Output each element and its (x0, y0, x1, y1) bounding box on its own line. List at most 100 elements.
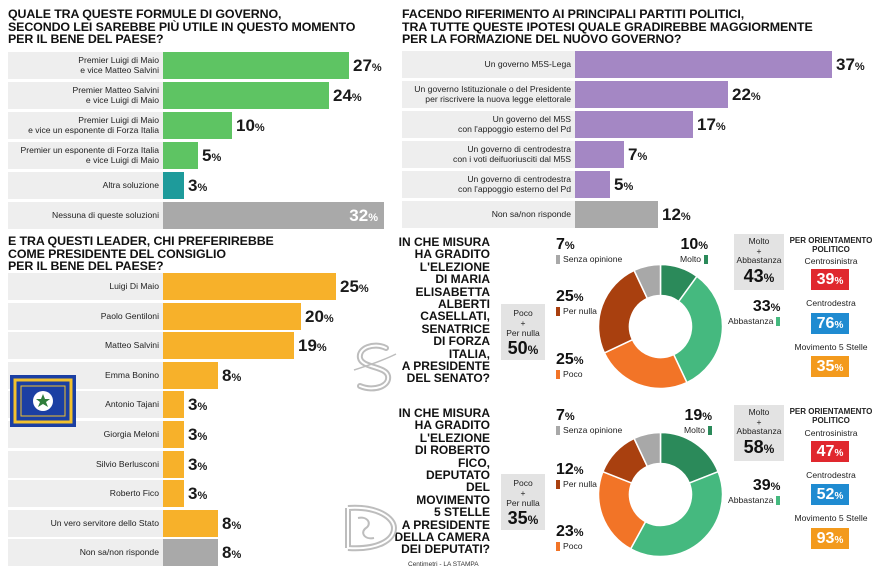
bar-row-background (8, 332, 163, 359)
bar-row-background (402, 51, 575, 78)
donut1-label-poco: 25% Poco (556, 351, 584, 379)
donut2-molto-name: Molto (684, 425, 706, 435)
donut1-poco-pernulla-box: Poco + Per nulla 50% (501, 304, 545, 360)
bar-value-label: 24% (333, 86, 362, 105)
donut1-orient-badge-m5s: 35% (811, 356, 849, 377)
donut2-question: IN CHE MISURA HA GRADITO L'ELEZIONE DI R… (394, 406, 490, 557)
bar-category-label: Luigi Di Maio (109, 280, 159, 291)
panel3-title-line: COME PRESIDENTE DEL CONSIGLIO (8, 246, 226, 261)
bar (163, 112, 232, 139)
bar-row: Un vero servitore dello Stato 8% (8, 510, 463, 537)
bar-value-label: 3% (188, 425, 208, 444)
camera-emblem-icon (345, 504, 398, 552)
bar-category-label: Matteo Salvini (105, 339, 159, 350)
bar-value-label: 22% (732, 85, 761, 104)
donut1-molto-abbastanza-label: Molto + Abbastanza (736, 236, 782, 265)
bar (163, 52, 349, 79)
senate-emblem-icon (353, 342, 397, 392)
donut1-senza-opinione-name: Senza opinione (563, 254, 623, 264)
donut2-orient-value: 93 (816, 530, 835, 547)
bar (575, 201, 658, 228)
donut2-orient-value: 47 (816, 443, 835, 460)
bar (163, 172, 184, 199)
donut1-orient-value: 35 (816, 358, 835, 375)
bar-row: Matteo Salvini 19% (8, 332, 463, 359)
bar-value-label: 7% (628, 145, 648, 164)
bar-category-label: Non sa/non risponde (491, 208, 571, 219)
donut2-molto-abbastanza-label: Molto + Abbastanza (736, 407, 782, 436)
bar-category-label: Altra soluzione (102, 179, 159, 190)
swatch-senza-opinione (556, 254, 560, 264)
panel1-title-line: PER IL BENE DEL PAESE? (8, 32, 164, 47)
bar-value-label: 27% (353, 56, 382, 75)
bar-value-label: 3% (188, 176, 208, 195)
donut1-orient-value: 76 (816, 315, 835, 332)
swatch-per-nulla (556, 306, 560, 316)
bar-category-label: Un governo M5S-Lega (484, 58, 571, 69)
donut-slice-abbastanza (672, 275, 724, 384)
donut-casellati (597, 263, 724, 390)
bar-row-background (8, 52, 163, 79)
donut2-molto-value: 19 (684, 407, 703, 424)
bar-row-background (8, 303, 163, 330)
donut1-poco-pernulla-value: 50% (507, 338, 539, 358)
donut2-label-abbastanza: 39% Abbastanza (728, 477, 781, 505)
bar-row: Nessuna di queste soluzioni 32% (8, 202, 463, 229)
donut2-poco-pernulla-number: 35 (507, 508, 528, 528)
donut1-orient-badge-centrosinistra: 39% (811, 269, 849, 290)
donut2-molto-abbastanza-number: 58 (743, 436, 764, 457)
bar (163, 142, 198, 169)
swatch-abbastanza (776, 316, 781, 326)
donut1-molto-abbastanza-number: 43 (743, 265, 764, 286)
panel2-title: FACENDO RIFERIMENTO AI PRINCIPALI PARTIT… (402, 8, 813, 46)
panel1-title-line: SECONDO LEI SAREBBE PIÙ UTILE IN QUESTO … (8, 19, 356, 34)
donut2-senza-opinione-name: Senza opinione (563, 425, 623, 435)
bar-row: Paolo Gentiloni 20% (8, 303, 463, 330)
bar-row: Un governo M5S-Lega 37% (402, 51, 875, 78)
donut2-orient-badge-centrodestra: 52% (811, 484, 849, 505)
bar-row: Un governo Istituzionale o del President… (402, 81, 875, 108)
bar-row: Un governo di centrodestra con l'appoggi… (402, 171, 875, 198)
bar-row: Altra soluzione 3% (8, 172, 463, 199)
donut1-poco-pernulla-label: Poco + Per nulla (506, 308, 540, 338)
presidential-flag-icon (10, 375, 76, 427)
donut2-abbastanza-value: 39 (752, 477, 771, 494)
bar (163, 362, 218, 389)
bar-row-background (8, 82, 163, 109)
swatch-molto (708, 425, 713, 435)
bar-row-background (8, 142, 163, 169)
bar-row-background (8, 510, 163, 537)
donut1-abbastanza-name: Abbastanza (728, 316, 774, 326)
panel2-title-line: FACENDO RIFERIMENTO AI PRINCIPALI PARTIT… (402, 7, 745, 21)
donut1-senza-opinione-value: 7 (556, 236, 565, 253)
donut1-molto-value: 10 (680, 236, 699, 253)
bar-category-label: Non sa/non risponde (79, 546, 159, 557)
bar (163, 480, 184, 507)
donut2-senza-opinione-value: 7 (556, 407, 565, 424)
bar (163, 539, 218, 566)
bar-value-label: 17% (697, 115, 726, 134)
donut2-orient-name: Centrosinistra (804, 428, 858, 438)
bar-row: Silvio Berlusconi 3% (8, 451, 463, 478)
bar-category-label: Paolo Gentiloni (100, 310, 159, 321)
donut2-label-per-nulla: 12% Per nulla (556, 461, 597, 489)
bar (163, 332, 294, 359)
bar-category-label: Un governo di centrodestra con l'appoggi… (458, 173, 571, 194)
donut2-orient-name: Movimento 5 Stelle (794, 513, 868, 523)
bar-value-label: 3% (188, 484, 208, 503)
bar (163, 273, 336, 300)
bar-value-label: 25% (340, 277, 369, 296)
donut2-orientamento-title: PER ORIENTAMENTO POLITICO (789, 407, 873, 425)
bar-value-label: 8% (222, 543, 242, 562)
bar-value-label: 3% (188, 395, 208, 414)
donut1-question: IN CHE MISURA HA GRADITO L'ELEZIONE DI M… (398, 235, 490, 386)
bar-row-background (8, 480, 163, 507)
bar-row-background (402, 111, 575, 138)
bar-row-background (402, 81, 575, 108)
swatch-per-nulla (556, 479, 560, 489)
bar-row: Premier Matteo Salvini e vice Luigi di M… (8, 82, 463, 109)
swatch-senza-opinione (556, 425, 560, 435)
bar (163, 510, 218, 537)
donut1-molto-name: Molto (680, 254, 702, 264)
donut1-orient-badge-centrodestra: 76% (811, 313, 849, 334)
